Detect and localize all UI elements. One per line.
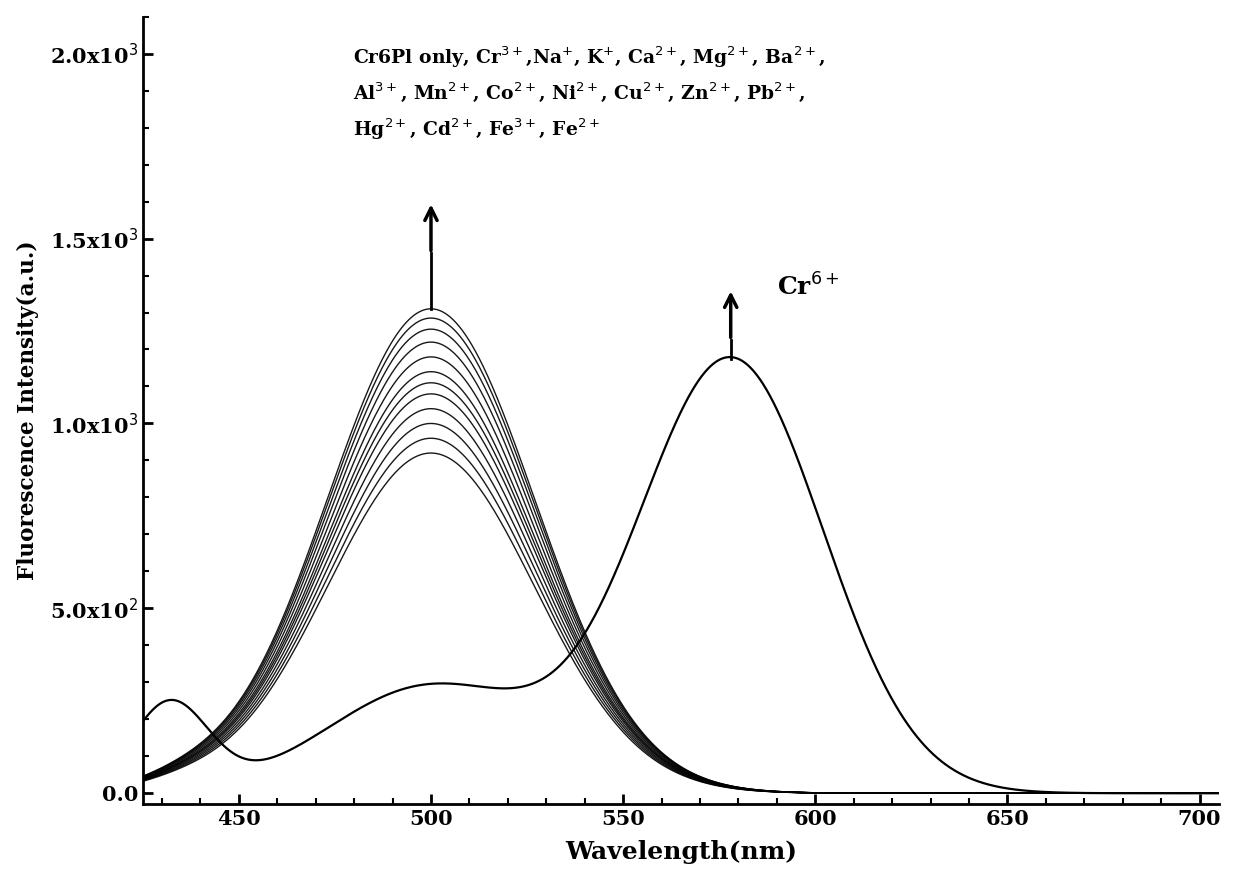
Y-axis label: Fluorescence Intensity(a.u.): Fluorescence Intensity(a.u.) <box>16 241 38 581</box>
Text: Cr6Pl only, Cr$^{3+}$,Na$^{+}$, K$^{+}$, Ca$^{2+}$, Mg$^{2+}$, Ba$^{2+}$,
Al$^{3: Cr6Pl only, Cr$^{3+}$,Na$^{+}$, K$^{+}$,… <box>352 44 825 142</box>
X-axis label: Wavelength(nm): Wavelength(nm) <box>564 840 797 864</box>
Text: Cr$^{6+}$: Cr$^{6+}$ <box>776 273 839 300</box>
